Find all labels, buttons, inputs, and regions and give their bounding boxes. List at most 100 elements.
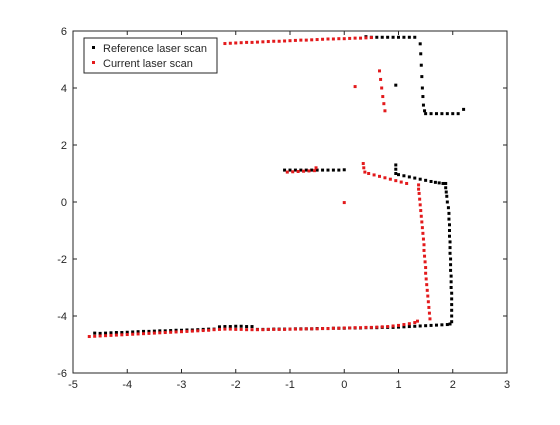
data-point: [337, 37, 341, 41]
data-point: [437, 181, 441, 185]
data-point: [288, 327, 292, 331]
data-point: [421, 231, 425, 235]
data-point: [418, 42, 422, 46]
data-point: [447, 234, 451, 238]
data-point: [196, 329, 200, 333]
data-point: [427, 311, 431, 315]
data-point: [421, 95, 425, 99]
data-point: [450, 297, 454, 301]
data-point: [447, 223, 451, 227]
data-point: [321, 168, 325, 172]
data-point: [363, 170, 367, 174]
data-point: [380, 35, 384, 39]
data-point: [451, 112, 455, 116]
data-point: [417, 191, 421, 195]
data-point: [337, 168, 341, 172]
data-point: [450, 320, 454, 324]
data-point: [449, 274, 453, 278]
data-point: [212, 328, 216, 332]
data-point: [421, 103, 425, 107]
y-tick-label: -4: [57, 311, 67, 323]
data-point: [331, 326, 335, 330]
data-point: [255, 40, 259, 44]
data-point: [378, 174, 382, 178]
data-point: [394, 83, 398, 87]
data-point: [422, 243, 426, 247]
data-point: [449, 286, 453, 289]
data-point: [402, 35, 406, 39]
data-point: [423, 260, 427, 264]
data-point: [447, 217, 451, 221]
data-point: [448, 251, 452, 255]
legend-label-current: Current laser scan: [103, 58, 193, 70]
data-point: [433, 180, 437, 184]
data-point: [364, 36, 368, 40]
data-point: [266, 40, 270, 44]
data-point: [152, 329, 156, 333]
data-point: [114, 331, 118, 335]
data-point: [217, 327, 221, 331]
data-point: [310, 168, 314, 172]
data-point: [283, 327, 287, 331]
data-point: [448, 322, 452, 326]
data-point: [369, 36, 373, 40]
data-point: [386, 35, 390, 39]
data-point: [310, 38, 314, 42]
data-point: [250, 325, 254, 329]
data-point: [223, 327, 227, 331]
data-point: [152, 331, 156, 335]
data-point: [420, 226, 424, 230]
data-point: [382, 102, 386, 106]
data-point: [304, 168, 308, 172]
data-point: [223, 42, 227, 46]
data-point: [87, 335, 91, 339]
data-point: [413, 324, 417, 328]
data-point: [367, 172, 371, 175]
data-point: [321, 37, 325, 41]
data-point: [456, 112, 460, 116]
data-point: [120, 331, 124, 335]
data-point: [446, 206, 450, 210]
data-point: [120, 333, 124, 337]
data-point: [447, 211, 451, 215]
data-point: [419, 209, 423, 213]
data-point: [315, 327, 319, 331]
data-point: [174, 330, 178, 334]
x-tick-label: -2: [231, 379, 241, 391]
data-point: [136, 332, 140, 336]
data-point: [223, 325, 227, 329]
data-point: [359, 326, 363, 330]
data-point: [405, 181, 409, 185]
data-point: [450, 308, 454, 312]
data-point: [418, 203, 422, 207]
data-point: [285, 170, 289, 174]
data-point: [255, 328, 259, 332]
data-point: [428, 317, 432, 321]
data-point: [342, 37, 346, 41]
data-point: [445, 200, 449, 204]
data-point: [391, 324, 395, 328]
data-point: [418, 197, 422, 201]
data-point: [386, 325, 390, 329]
data-point: [449, 263, 453, 267]
data-point: [372, 173, 376, 177]
plot-points: [87, 35, 466, 339]
data-point: [362, 166, 366, 170]
data-point: [380, 325, 384, 329]
y-tick-label: 2: [61, 140, 67, 152]
data-point: [104, 331, 108, 335]
data-point: [310, 327, 314, 331]
data-point: [109, 333, 113, 337]
data-point: [142, 329, 146, 333]
data-point: [234, 41, 238, 45]
data-point: [277, 39, 281, 43]
data-point: [375, 325, 379, 329]
data-point: [353, 85, 357, 89]
data-point: [283, 168, 287, 172]
data-point: [93, 334, 97, 338]
data-point: [424, 271, 428, 275]
data-point: [185, 329, 189, 333]
y-axis: -6 -4 -2 0 2 4 6: [57, 26, 507, 380]
x-tick-label: 1: [395, 379, 401, 391]
